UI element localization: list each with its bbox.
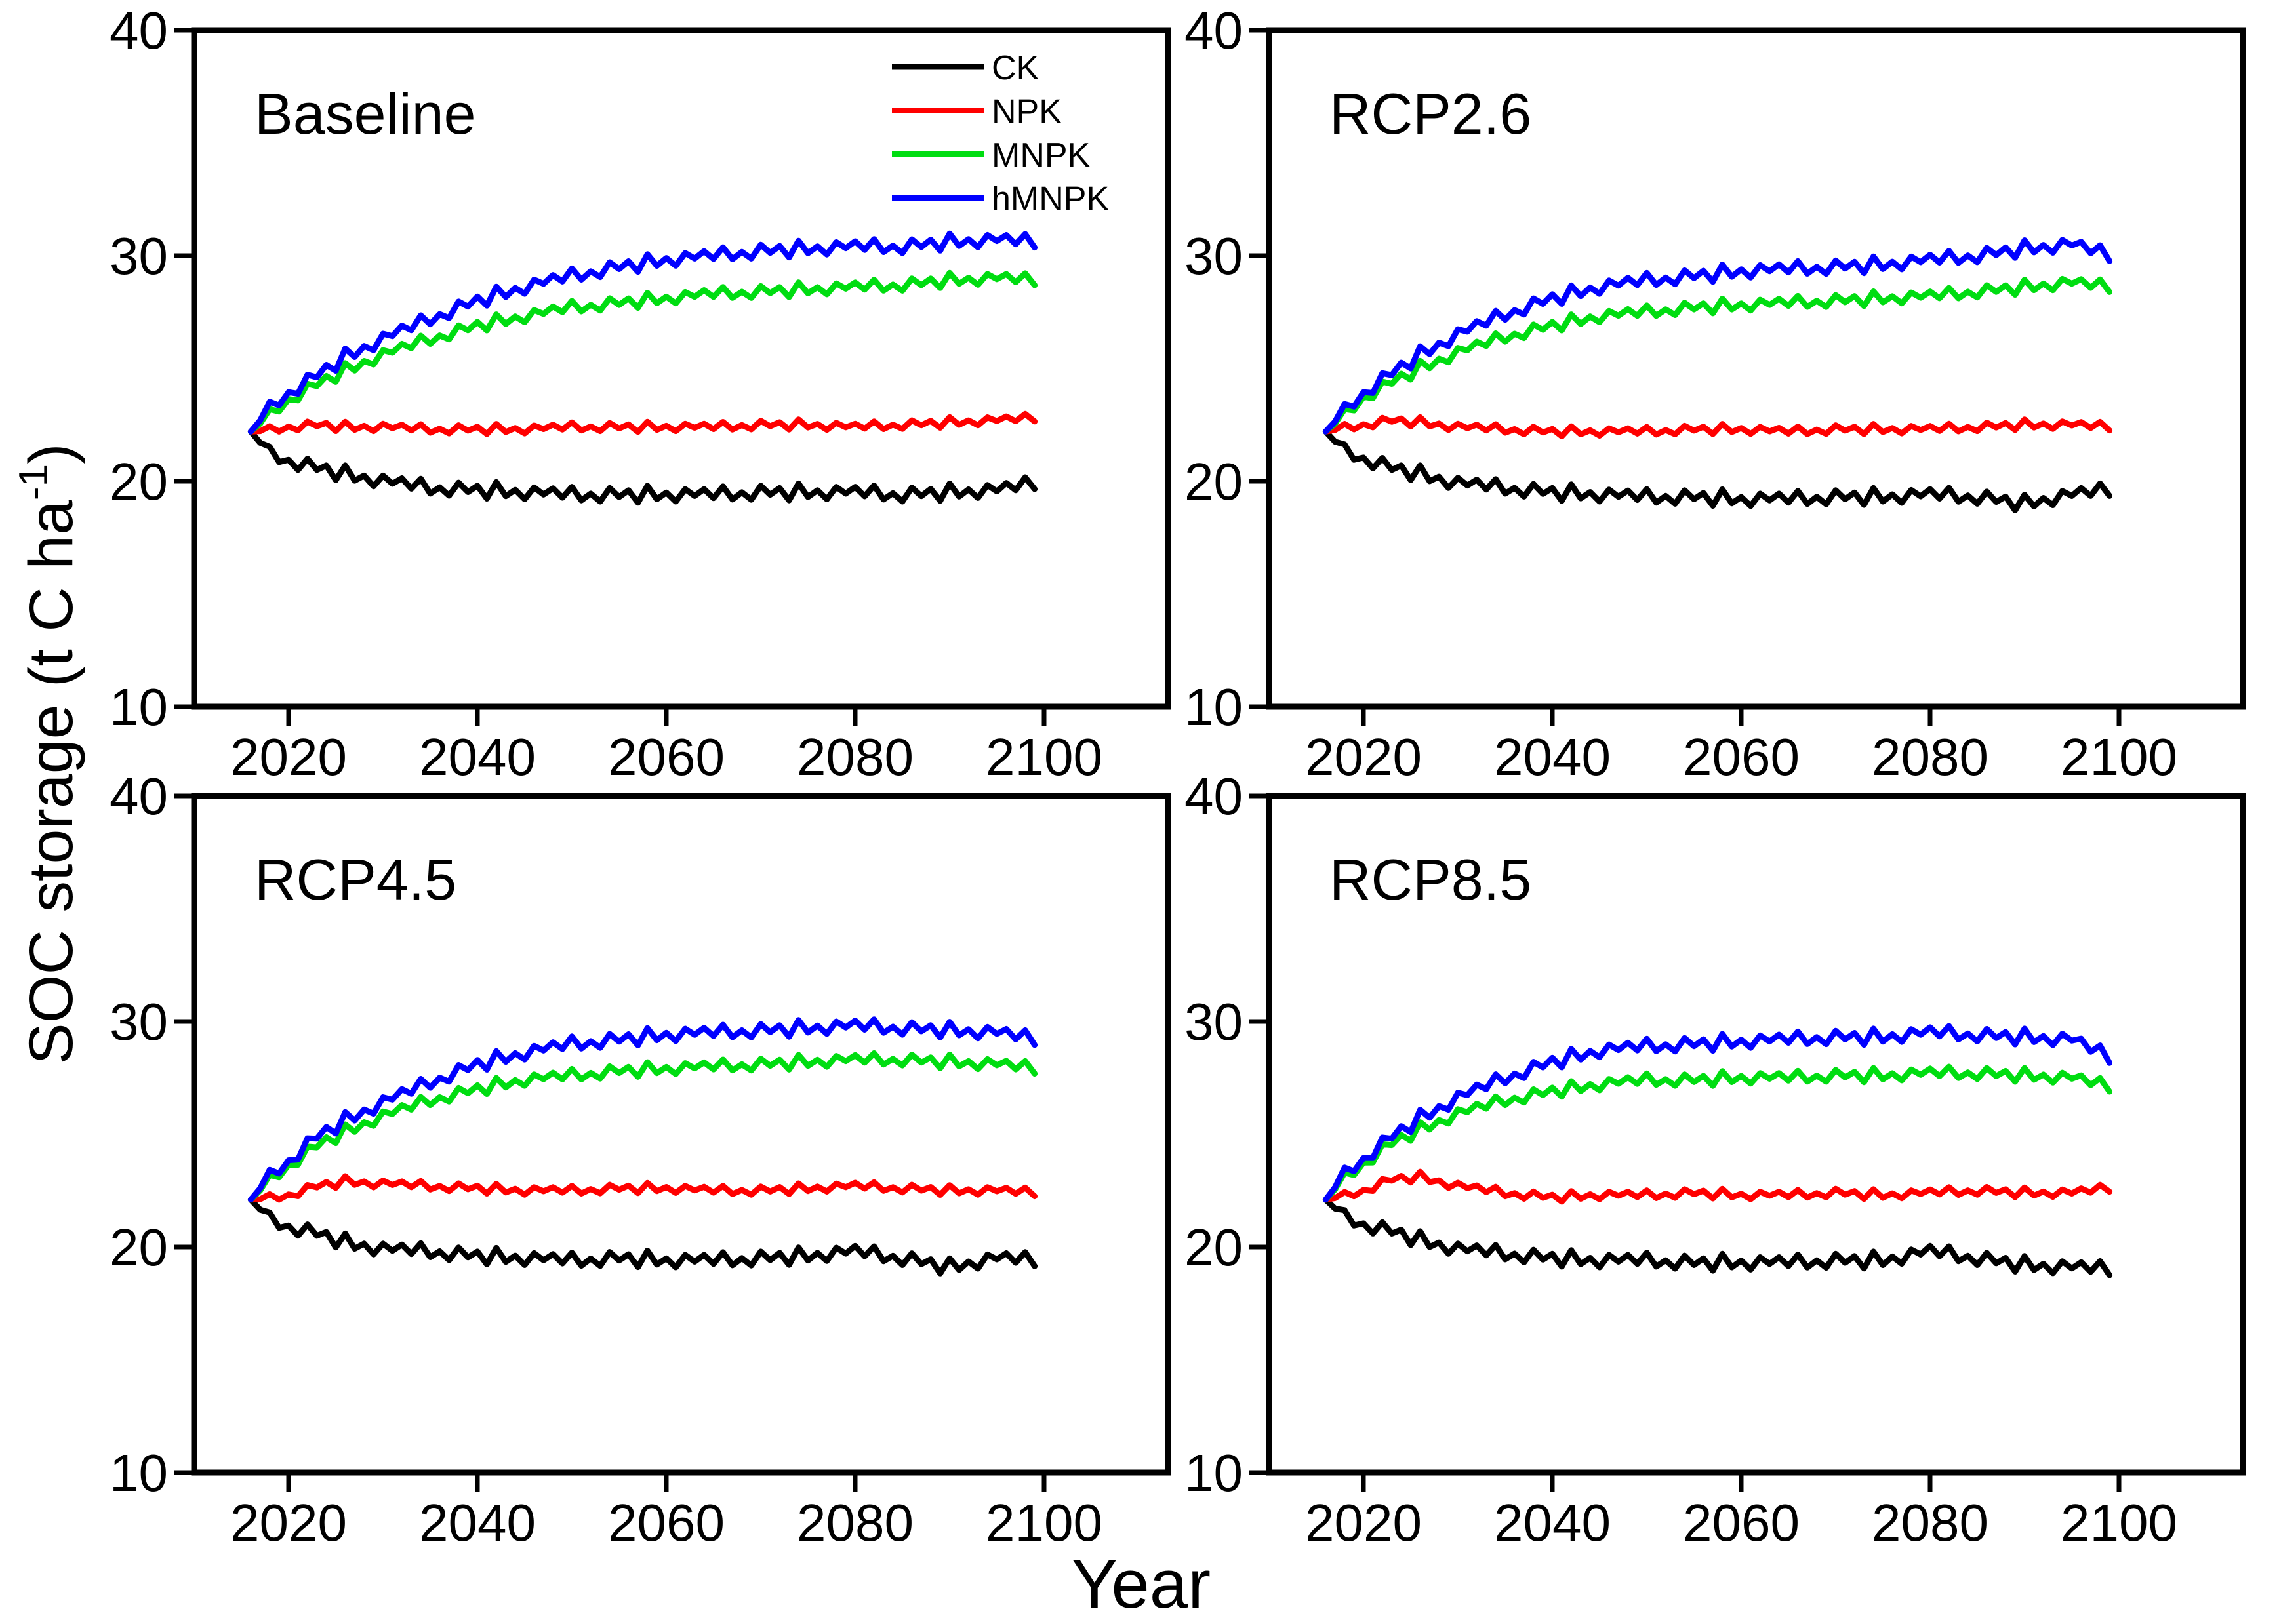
x-tick-label: 2020 xyxy=(1305,1494,1422,1552)
hMNPK-legend-label: hMNPK xyxy=(992,180,1109,218)
panel-RCP4.5: 2020 2040 2060 2080 2100 40 30 20 10 RCP4.5 xyxy=(110,767,1171,1552)
x-tick-label: 2060 xyxy=(608,1494,725,1552)
y-tick-label: 10 xyxy=(110,678,168,736)
panel-title: RCP2.6 xyxy=(1329,81,1531,146)
RCP2.6-NPK-line xyxy=(1322,414,2113,439)
x-tick-label: 2040 xyxy=(1494,728,1611,786)
Baseline-NPK-line xyxy=(247,410,1038,437)
x-tick-label: 2080 xyxy=(1872,728,1988,786)
y-tick-label: 20 xyxy=(1184,452,1243,511)
x-tick-label: 2060 xyxy=(1683,1494,1800,1552)
x-tick-label: 2080 xyxy=(1872,1494,1988,1552)
RCP8.5-hMNPK-line xyxy=(1322,1023,2113,1203)
CK-legend-label: CK xyxy=(992,49,1039,87)
y-tick-label: 20 xyxy=(110,1218,168,1277)
y-tick-label: 10 xyxy=(1184,1444,1243,1502)
y-axis-title: SOC storage (t C ha-1) xyxy=(11,443,86,1064)
MNPK-legend-label: MNPK xyxy=(992,136,1091,174)
plot-frame xyxy=(1266,793,2246,1476)
Baseline-MNPK-line xyxy=(247,269,1038,435)
x-tick-label: 2080 xyxy=(797,728,914,786)
x-tick-label: 2080 xyxy=(797,1494,914,1552)
y-tick-label: 30 xyxy=(1184,227,1243,285)
RCP4.5-hMNPK-line xyxy=(247,1016,1038,1203)
x-tick-label: 2060 xyxy=(1683,728,1800,786)
y-tick-label: 40 xyxy=(1184,767,1243,825)
RCP8.5-NPK-line xyxy=(1322,1168,2113,1205)
y-tick-label: 30 xyxy=(110,227,168,285)
y-tick-label: 10 xyxy=(1184,678,1243,736)
RCP4.5-NPK-line xyxy=(247,1173,1038,1203)
x-tick-label: 2100 xyxy=(2061,728,2177,786)
panel-title: RCP8.5 xyxy=(1329,847,1531,912)
panel-title: Baseline xyxy=(254,81,476,146)
RCP8.5-MNPK-line xyxy=(1322,1063,2113,1203)
RCP4.5-CK-line xyxy=(247,1197,1038,1277)
x-tick-label: 2100 xyxy=(2061,1494,2177,1552)
RCP2.6-CK-line xyxy=(1322,428,2113,513)
x-tick-label: 2060 xyxy=(608,728,725,786)
panels-layer: 2020 2040 2060 2080 210040302010BaselineCKNP… xyxy=(110,1,2246,1552)
panel-RCP2.6: 2020 2040 2060 2080 2100 40 30 20 10 RCP2.6 xyxy=(1184,1,2246,786)
plot-frame xyxy=(191,793,1171,1476)
y-tick-label: 40 xyxy=(1184,1,1243,60)
Baseline-hMNPK-line xyxy=(247,230,1038,435)
legend: CK NPK MNPK hMNPK xyxy=(892,49,1109,218)
x-tick-label: 2100 xyxy=(986,728,1102,786)
x-tick-label: 2040 xyxy=(419,1494,536,1552)
x-tick-label: 2020 xyxy=(230,1494,347,1552)
panel-Baseline: 2020 2040 2060 2080 2100 40 30 20 10 Baseline CK NP… xyxy=(110,1,1171,786)
RCP2.6-hMNPK-line xyxy=(1322,237,2113,435)
y-tick-label: 40 xyxy=(110,1,168,60)
Baseline-CK-line xyxy=(247,428,1038,506)
y-tick-label: 30 xyxy=(1184,993,1243,1051)
x-tick-label: 2100 xyxy=(986,1494,1102,1552)
RCP8.5-CK-line xyxy=(1322,1197,2113,1278)
y-tick-label: 40 xyxy=(110,767,168,825)
plot-frame xyxy=(1266,27,2246,710)
x-tick-label: 2020 xyxy=(230,728,347,786)
panel-RCP8.5: 2020 2040 2060 2080 2100 40 30 20 10 RCP8.5 xyxy=(1184,767,2246,1552)
panel-title: RCP4.5 xyxy=(254,847,456,912)
x-tick-label: 2020 xyxy=(1305,728,1422,786)
y-tick-label: 10 xyxy=(110,1444,168,1502)
RCP2.6-MNPK-line xyxy=(1322,275,2113,435)
plot-frame xyxy=(191,27,1171,710)
y-tick-label: 20 xyxy=(1184,1218,1243,1277)
y-tick-label: 20 xyxy=(110,452,168,511)
NPK-legend-label: NPK xyxy=(992,93,1062,131)
x-tick-label: 2040 xyxy=(1494,1494,1611,1552)
x-tick-label: 2040 xyxy=(419,728,536,786)
y-tick-label: 30 xyxy=(110,993,168,1051)
RCP4.5-MNPK-line xyxy=(247,1050,1038,1203)
x-axis-title: Year xyxy=(1072,1546,1211,1623)
